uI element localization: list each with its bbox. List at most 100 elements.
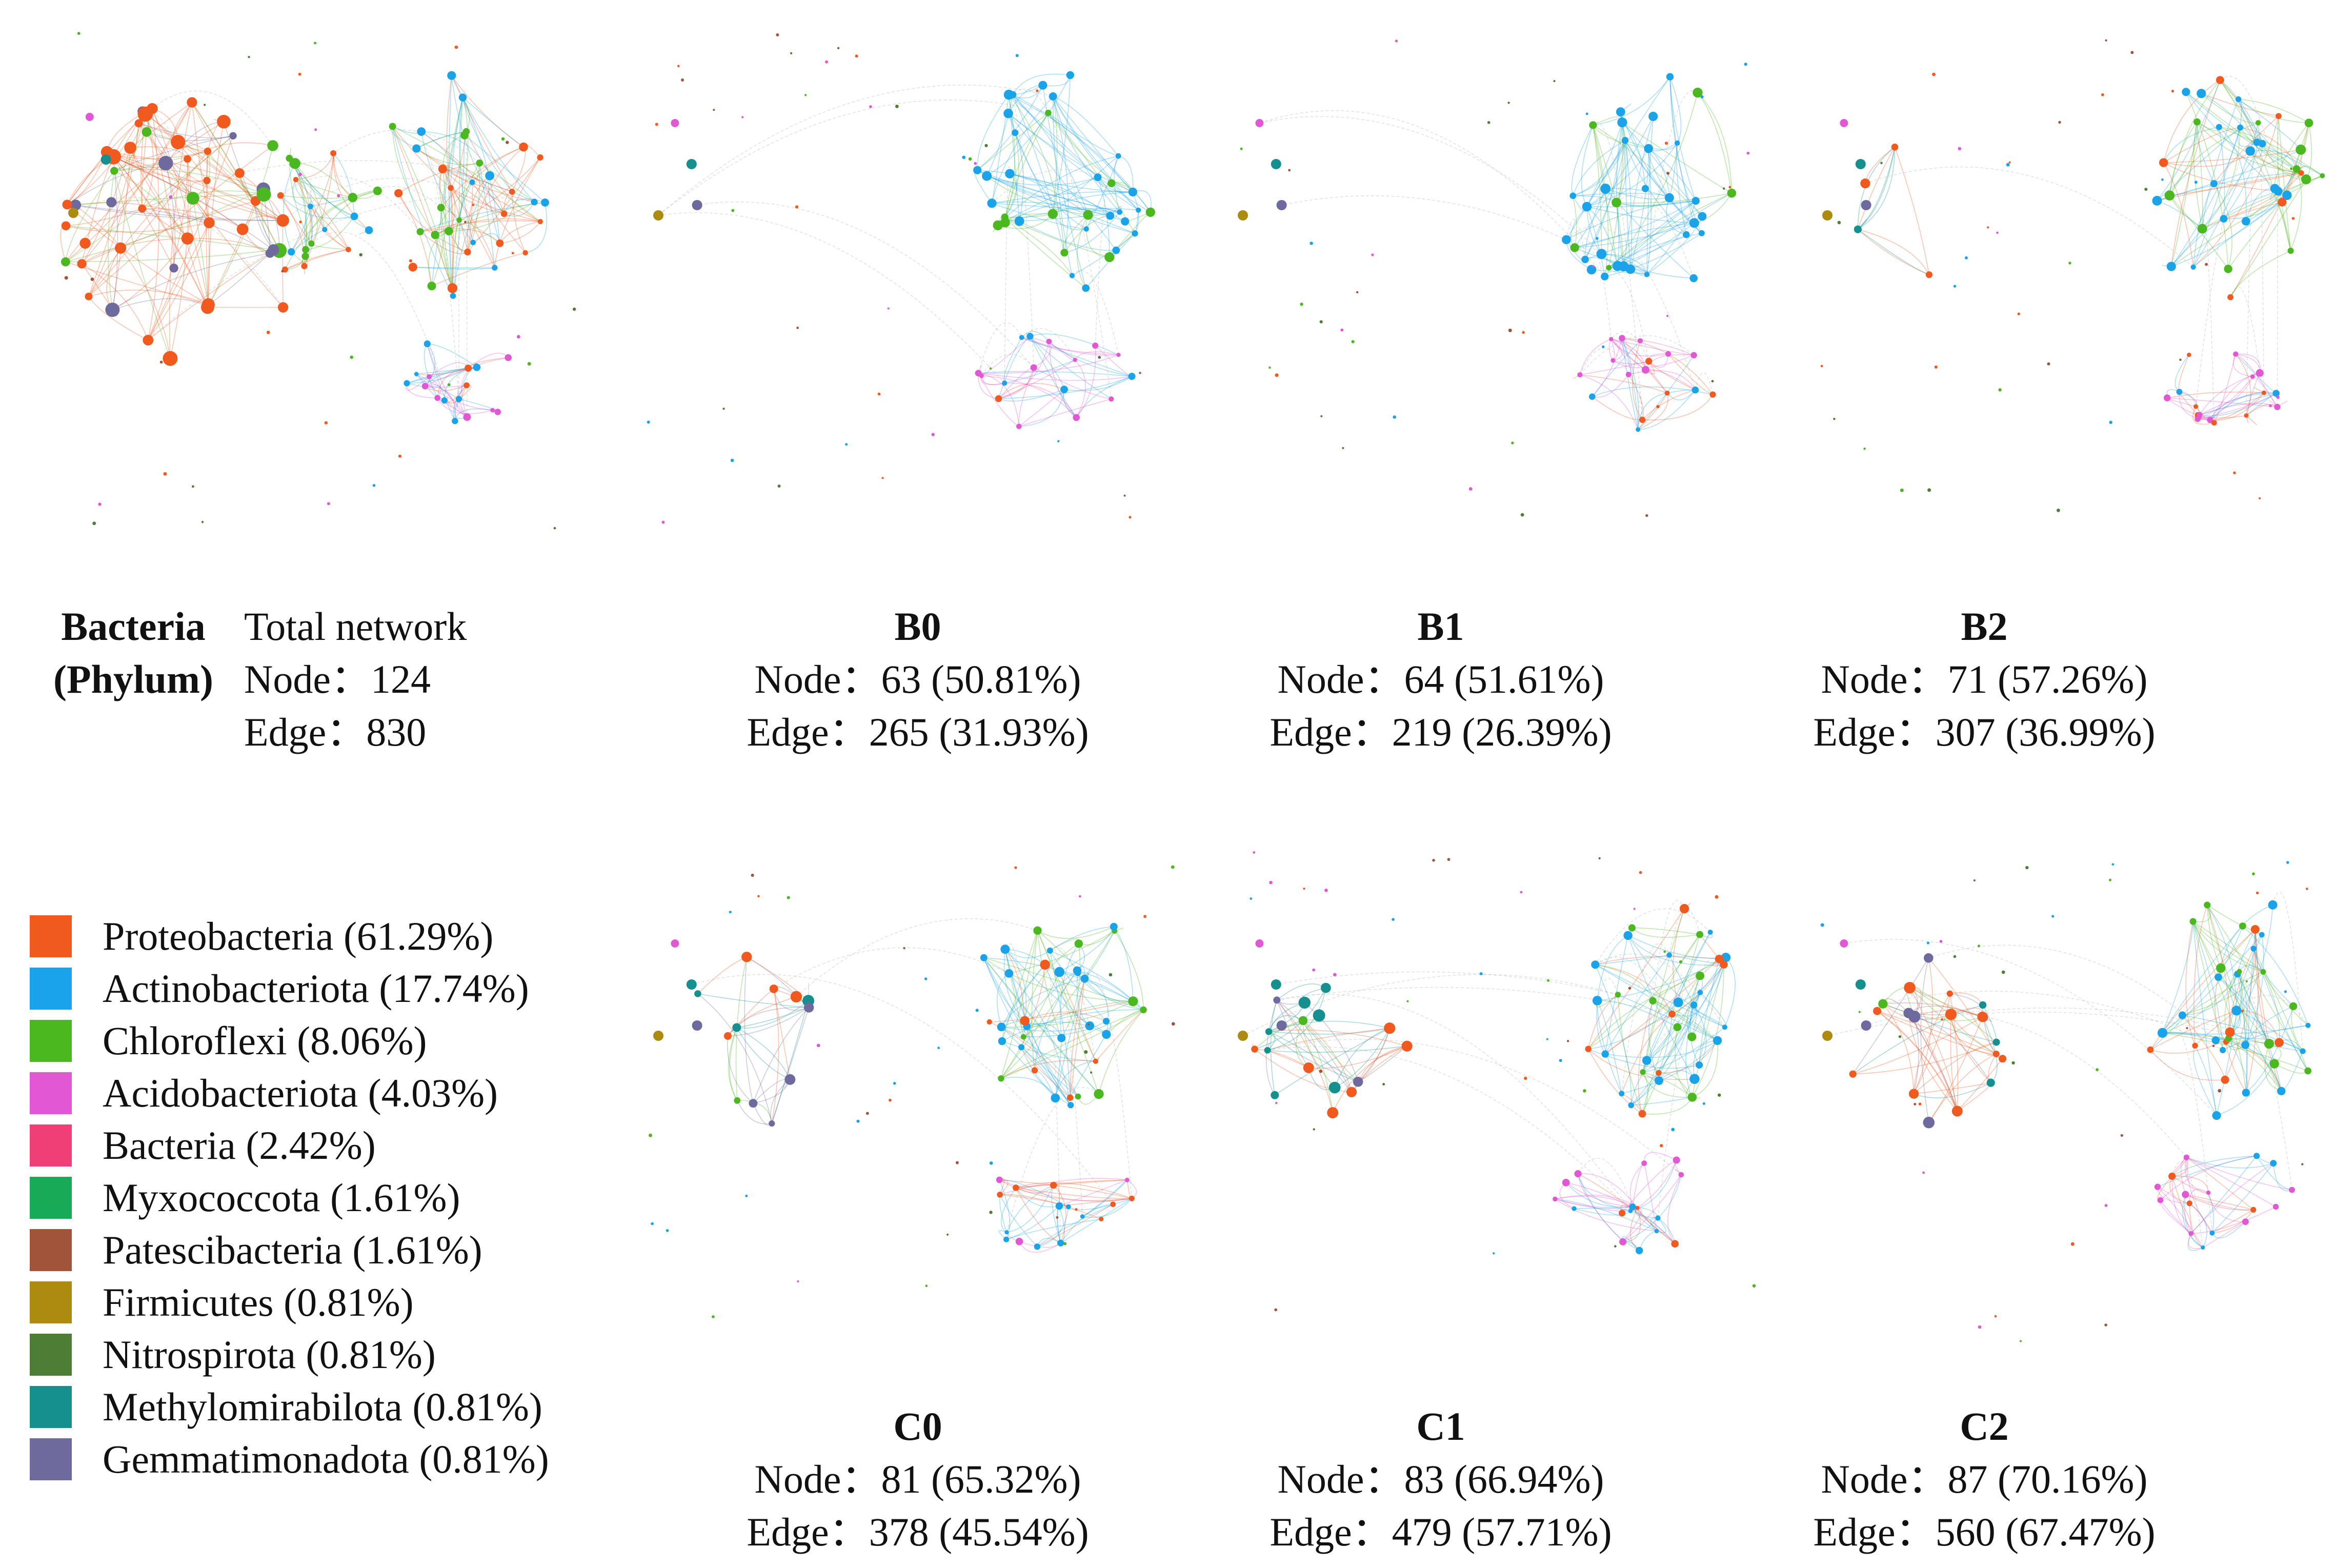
network-node [677, 65, 680, 68]
edge-value: 560 (67.47%) [1935, 1510, 2156, 1554]
network-edge [1015, 1187, 1060, 1208]
network-node [1665, 351, 1672, 357]
network-edge [1611, 338, 1646, 370]
network-edge [1055, 1038, 1062, 1098]
network-edge [2167, 391, 2264, 398]
network-node [757, 895, 760, 898]
network-node [372, 484, 376, 487]
edge-label: Edge： [1813, 710, 1936, 754]
network-edge [431, 169, 446, 287]
network-edge [130, 147, 188, 239]
network-edge [1678, 964, 1724, 1003]
network-node [997, 1022, 1006, 1032]
network-node [511, 252, 514, 255]
network-edge [392, 126, 453, 289]
network-edge [187, 238, 270, 254]
node-label: Node： [1277, 657, 1404, 701]
network-edge [442, 168, 535, 203]
network-edge [1595, 957, 1673, 1015]
network-node [2269, 404, 2272, 408]
network-node [2305, 888, 2308, 890]
network-node [2157, 1197, 2164, 1203]
network-edge [1033, 367, 1112, 399]
network-edge [1857, 147, 1896, 230]
network-edge [434, 182, 473, 235]
network-node [1641, 366, 1649, 374]
network-node [2264, 1039, 2274, 1049]
network-edge [997, 155, 1119, 226]
network-edge [1577, 1173, 1640, 1251]
network-node [163, 472, 167, 476]
network-edge [462, 97, 535, 203]
network-node [2237, 969, 2242, 975]
network-node [1393, 415, 1396, 419]
network-edge [504, 198, 546, 214]
network-edge [1579, 347, 1629, 375]
network-edge [2192, 921, 2217, 1116]
network-node [1553, 1196, 1558, 1202]
network-node [681, 78, 684, 82]
network-edge [1913, 993, 1950, 1094]
network-edge [2236, 353, 2261, 373]
network-edge [2219, 127, 2247, 222]
network-edge [2272, 891, 2303, 1052]
network-edge [398, 193, 432, 286]
network-node [414, 372, 419, 376]
network-edge [458, 97, 469, 220]
network-node [64, 276, 68, 280]
network-node [2109, 878, 2111, 881]
network-edge [1982, 1016, 1998, 1083]
network-edge [66, 208, 143, 227]
network-edge [1920, 958, 1929, 1123]
network-edge [1577, 1174, 1623, 1242]
legend-item: Chloroflexi (8.06%) [30, 1015, 549, 1067]
network-node [2270, 1160, 2277, 1167]
network-edge [1002, 1040, 1096, 1062]
network-edge [1021, 337, 1076, 360]
network-node [2011, 1061, 2015, 1065]
edges [658, 73, 1152, 427]
network-edge [130, 147, 188, 239]
network-edge [1611, 338, 1694, 356]
network-edge [992, 203, 1120, 213]
network-edge [1595, 956, 1720, 966]
network-edge [1070, 978, 1085, 1098]
network-edge [1059, 1179, 1127, 1207]
network-edge [2223, 142, 2258, 219]
network-edge [1584, 188, 1606, 259]
network-node [2231, 1006, 2242, 1016]
network-edge [82, 263, 149, 340]
network-edge [2202, 223, 2215, 423]
network-node [1511, 441, 1514, 445]
network-edge [1593, 122, 1643, 420]
network-edge [1913, 958, 1934, 1094]
network-node [308, 240, 315, 247]
network-node [408, 263, 417, 272]
network-edge [1304, 1002, 1359, 1082]
network-edge [1242, 974, 1618, 1036]
network-edge [2216, 1063, 2275, 1116]
network-edge [1004, 949, 1051, 958]
network-node [85, 292, 93, 300]
network-node [68, 208, 78, 218]
network-node [1855, 159, 1866, 169]
network-edge [1667, 390, 1696, 400]
network-node [661, 520, 665, 524]
network-edge [421, 131, 473, 183]
network-edge [1574, 116, 1654, 248]
network-node [427, 282, 436, 291]
network-B1 [1215, 21, 1769, 533]
legend-label: Patescibacteria (1.61%) [103, 1228, 482, 1272]
network-edge [2157, 172, 2302, 202]
network-node [1698, 230, 1705, 236]
network-node [1679, 903, 1689, 914]
network-edge [2157, 79, 2221, 201]
network-node [647, 420, 650, 424]
network-node [1992, 1038, 2000, 1046]
network-node [85, 113, 94, 121]
network-node [1822, 1031, 1832, 1041]
network-node [722, 408, 725, 410]
network-node [202, 298, 215, 311]
network-edge [1070, 1034, 1107, 1098]
network-node [490, 408, 495, 413]
